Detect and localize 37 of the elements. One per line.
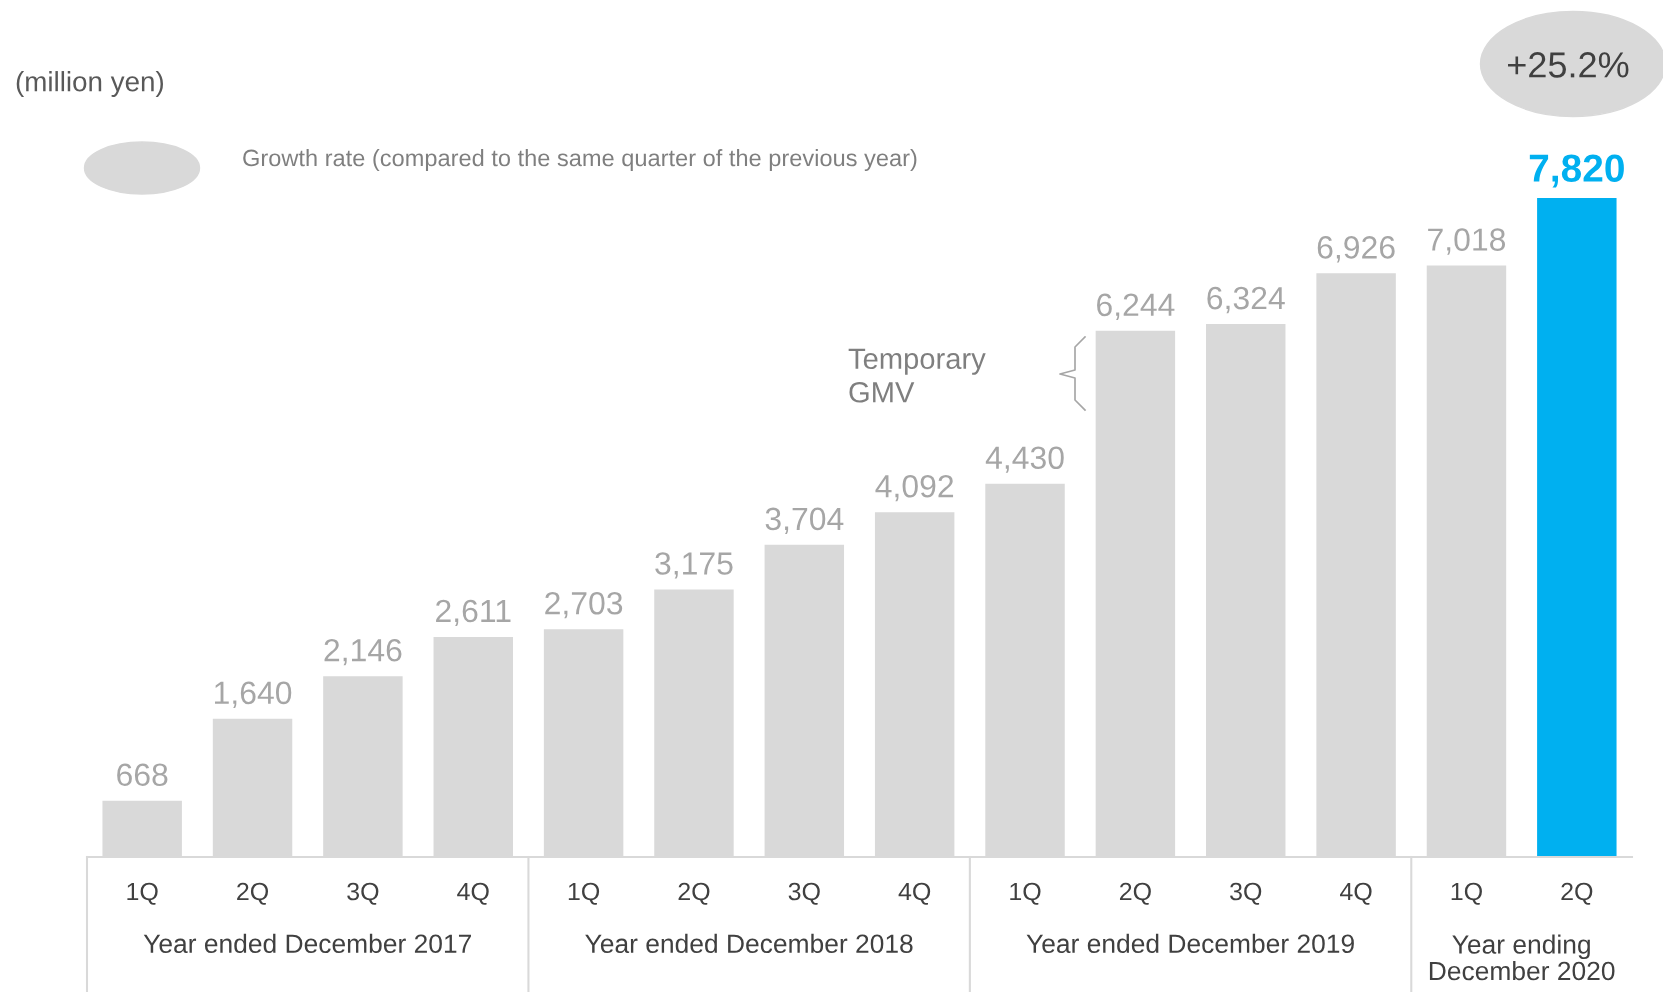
x-tick-label: 1Q bbox=[127, 882, 158, 905]
data-label: 6,324 bbox=[1207, 286, 1285, 314]
text: Growth rate (compared to the same quarter of the previous year) bbox=[243, 149, 917, 172]
annotation: Temporary GMV bbox=[848, 348, 986, 403]
bar bbox=[1537, 198, 1617, 857]
data-label: 6,244 bbox=[1097, 293, 1175, 320]
data-label: 1,640 bbox=[215, 681, 292, 708]
x-tick-label: 1Q bbox=[1010, 882, 1041, 905]
text: (million yen) bbox=[16, 71, 163, 97]
x-tick-label: 2Q bbox=[1561, 882, 1593, 905]
data-label: 7,820 bbox=[1529, 154, 1624, 188]
x-tick-label: 4Q bbox=[898, 882, 931, 905]
x-tick-label: 4Q bbox=[457, 882, 489, 905]
data-label: 4,430 bbox=[985, 446, 1064, 473]
text: Year ended December 2019 bbox=[1026, 933, 1354, 954]
x-tick-label: 2Q bbox=[678, 882, 710, 905]
text: Year ended December 2018 bbox=[585, 933, 913, 954]
x-tick-label: 1Q bbox=[568, 882, 600, 905]
text: Year ended December 2017 bbox=[143, 933, 471, 954]
data-label: 2,146 bbox=[324, 638, 402, 666]
data-label: 4,092 bbox=[875, 474, 954, 502]
data-label: 6,926 bbox=[1317, 236, 1395, 263]
text: Year ending December 2020 bbox=[1429, 934, 1615, 981]
data-label: 668 bbox=[117, 763, 168, 787]
text: +25.2% bbox=[1508, 52, 1629, 78]
data-label: 3,704 bbox=[765, 507, 844, 534]
data-label: 2,611 bbox=[436, 599, 511, 627]
data-label: 7,018 bbox=[1428, 228, 1506, 255]
x-tick-label: 3Q bbox=[788, 882, 820, 905]
x-tick-label: 3Q bbox=[347, 882, 379, 905]
x-tick-label: 2Q bbox=[1119, 882, 1151, 905]
x-tick-label: 4Q bbox=[1340, 882, 1372, 905]
x-tick-label: 3Q bbox=[1230, 882, 1262, 905]
data-label: 2,703 bbox=[545, 591, 623, 619]
x-tick-label: 2Q bbox=[237, 882, 269, 905]
x-tick-label: 1Q bbox=[1451, 882, 1482, 905]
data-label: 3,175 bbox=[655, 552, 733, 579]
